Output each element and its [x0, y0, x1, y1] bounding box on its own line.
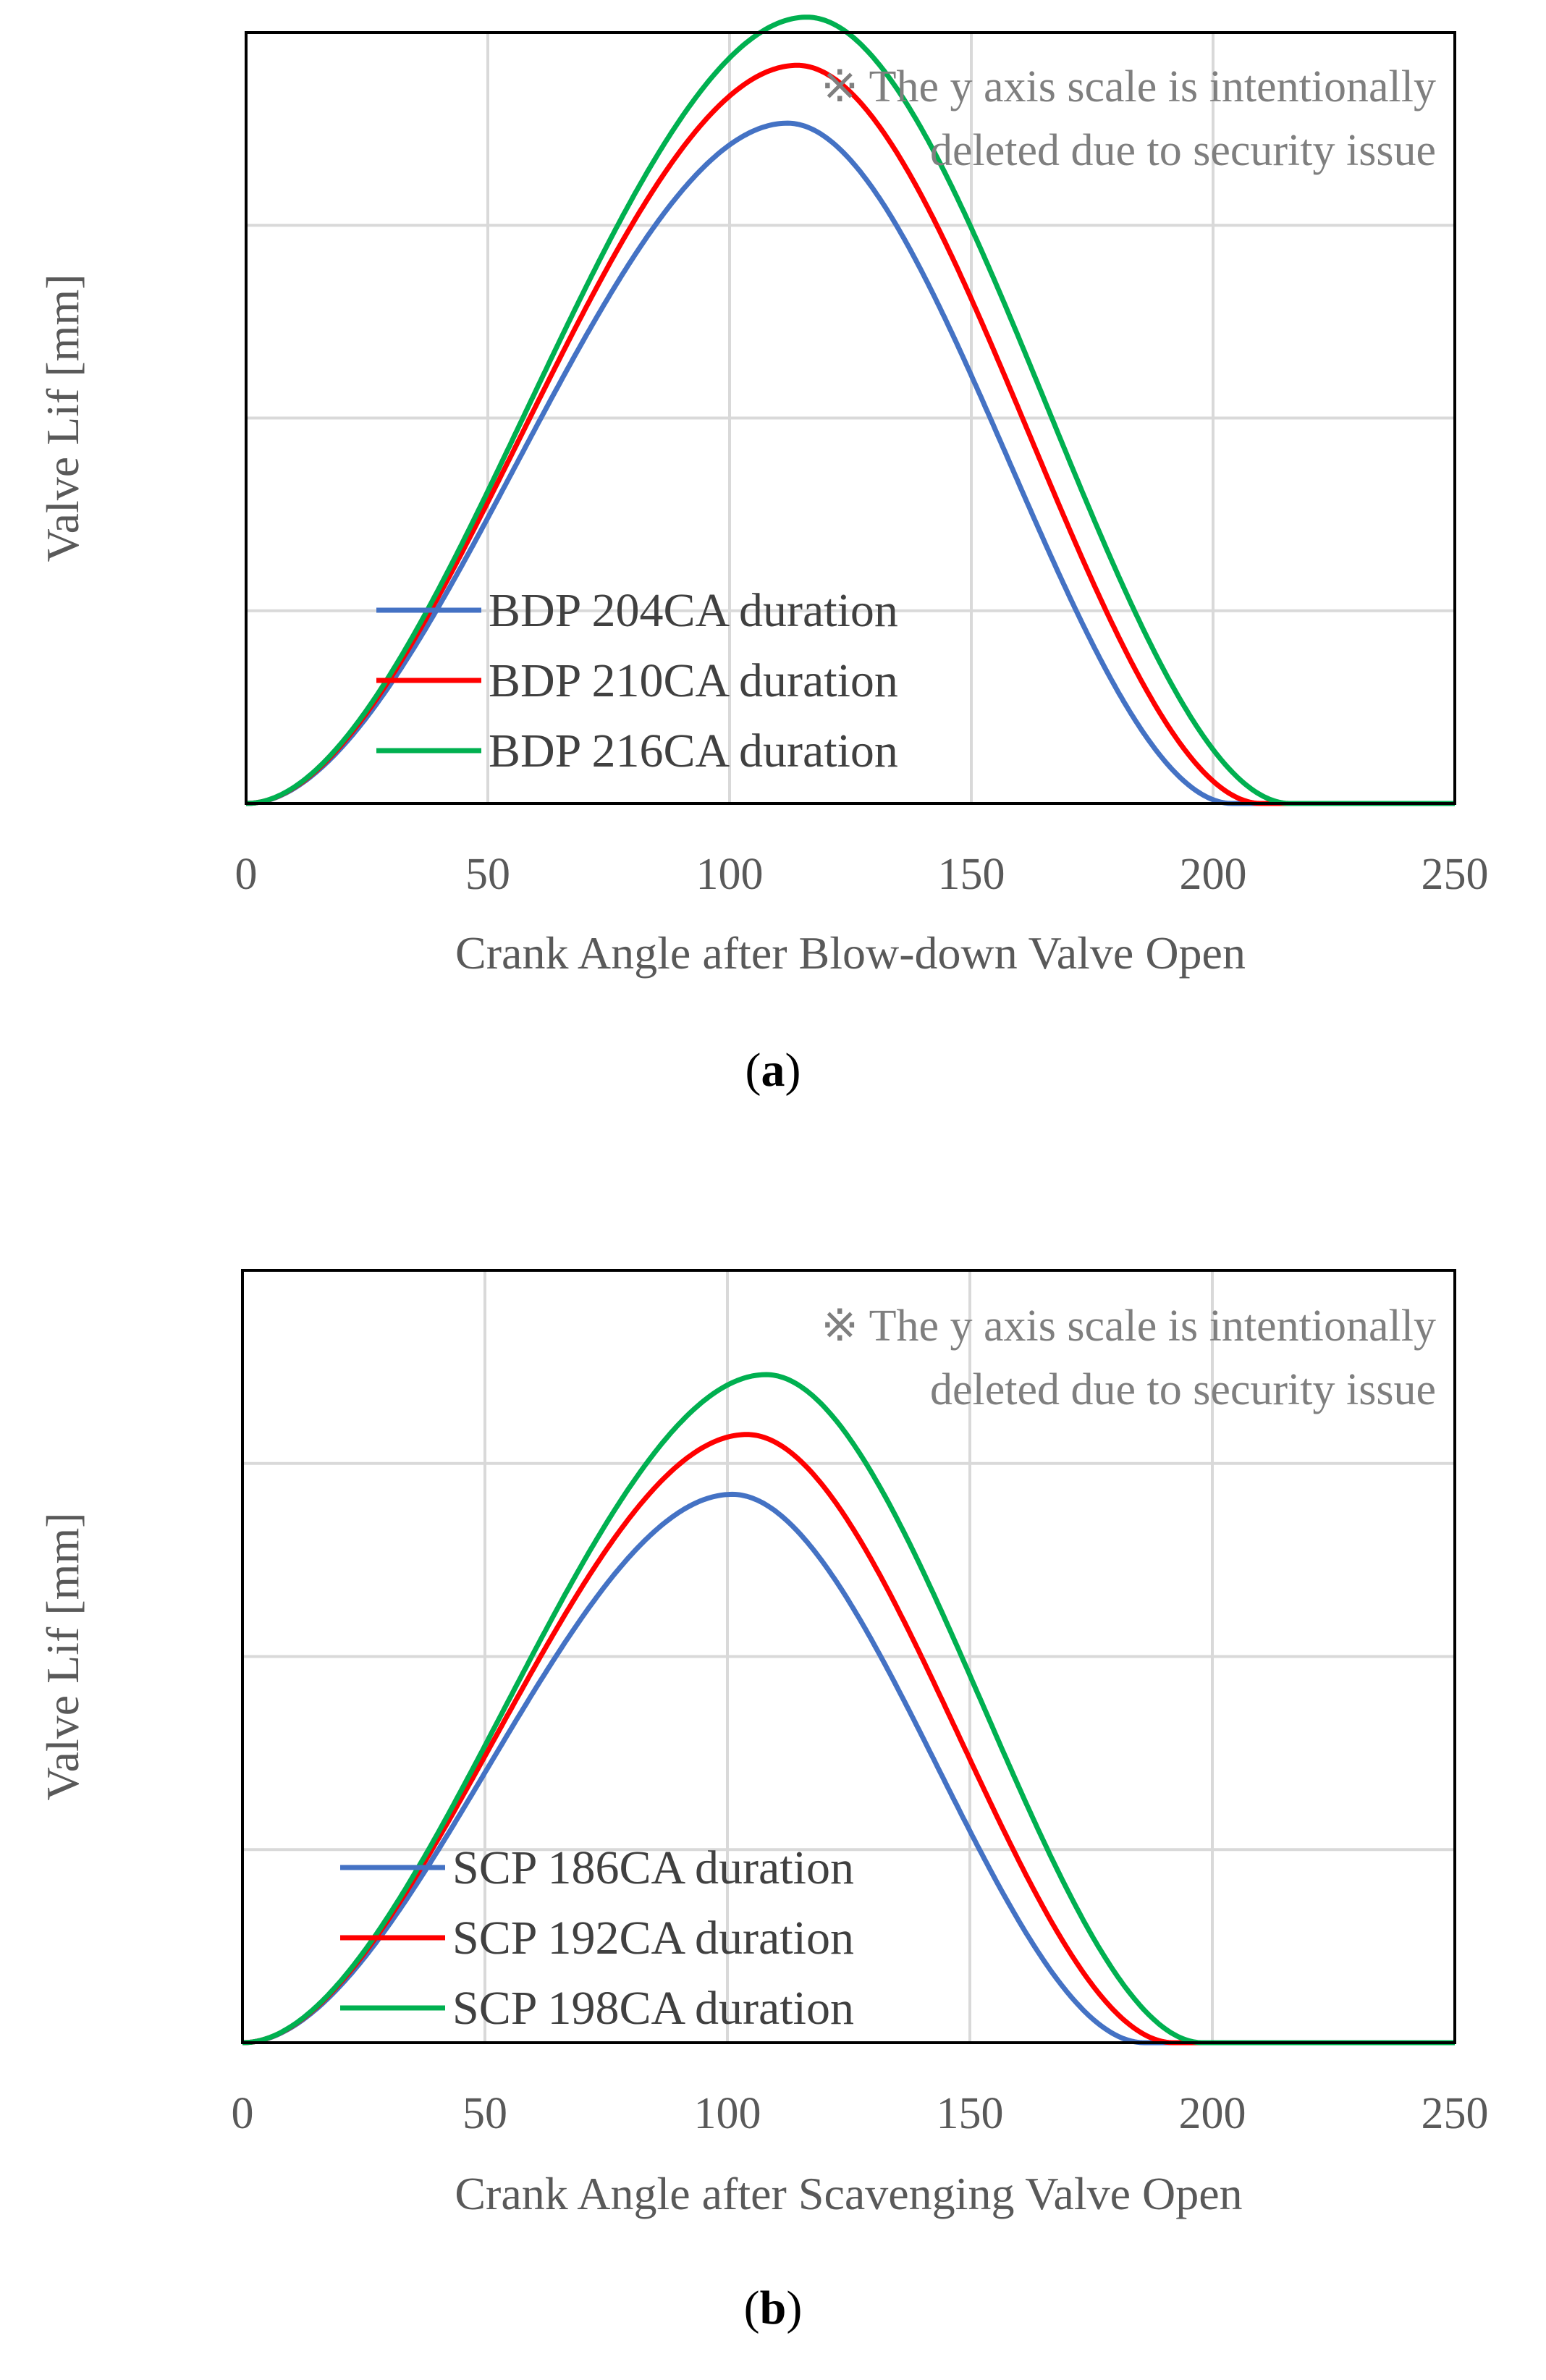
panel-a-x-tick-label: 0	[235, 850, 258, 899]
panel-b-x-tick-label: 250	[1422, 2089, 1489, 2138]
panel-a-legend-label-210: BDP 210CA duration	[489, 654, 898, 707]
panel-a-note-line-2: deleted due to security issue	[930, 126, 1436, 175]
panel-b-legend-label-186: SCP 186CA duration	[452, 1841, 854, 1894]
panel-a-legend-label-204: BDP 204CA duration	[489, 584, 898, 637]
panel-b-x-axis-title: Crank Angle after Scavenging Valve Open	[455, 2168, 1242, 2219]
panel-a-x-tick-label: 50	[465, 850, 510, 899]
panel-a-y-axis-title: Valve Lif [mm]	[37, 274, 88, 562]
panel-a-x-tick-label: 150	[938, 850, 1005, 899]
panel-a-note-line-1: ※ The y axis scale is intentionally	[821, 62, 1436, 111]
panel-b-x-tick-label: 150	[937, 2089, 1004, 2138]
panel-b-x-tick-label: 200	[1179, 2089, 1246, 2138]
panel-a-x-tick-label: 100	[696, 850, 764, 899]
panel-a-series-line-216	[245, 14, 1456, 806]
panel-a-plot-frame	[245, 31, 1456, 805]
panel-b-legend-label-198: SCP 198CA duration	[452, 1982, 854, 2035]
panel-a-panel-label: (a)	[745, 1044, 801, 1097]
panel-b-y-axis-title: Valve Lif [mm]	[37, 1512, 88, 1800]
panel-a-x-tick-label: 200	[1180, 850, 1247, 899]
panel-a-x-axis-title: Crank Angle after Blow-down Valve Open	[455, 927, 1246, 979]
panel-b-note-line-2: deleted due to security issue	[930, 1365, 1436, 1414]
panel-b-x-tick-label: 100	[694, 2089, 761, 2138]
panel-b-note-line-1: ※ The y axis scale is intentionally	[821, 1301, 1436, 1351]
panel-b-x-tick-label: 0	[232, 2089, 254, 2138]
panel-a-x-tick-label: 250	[1422, 850, 1489, 899]
panel-a-legend-label-216: BDP 216CA duration	[489, 725, 898, 777]
panel-b-legend-label-192: SCP 192CA duration	[452, 1912, 854, 1965]
panel-b-panel-label: (b)	[744, 2282, 803, 2334]
panel-b-x-tick-label: 50	[462, 2089, 507, 2138]
panel-b-plot-frame	[241, 1269, 1456, 2044]
